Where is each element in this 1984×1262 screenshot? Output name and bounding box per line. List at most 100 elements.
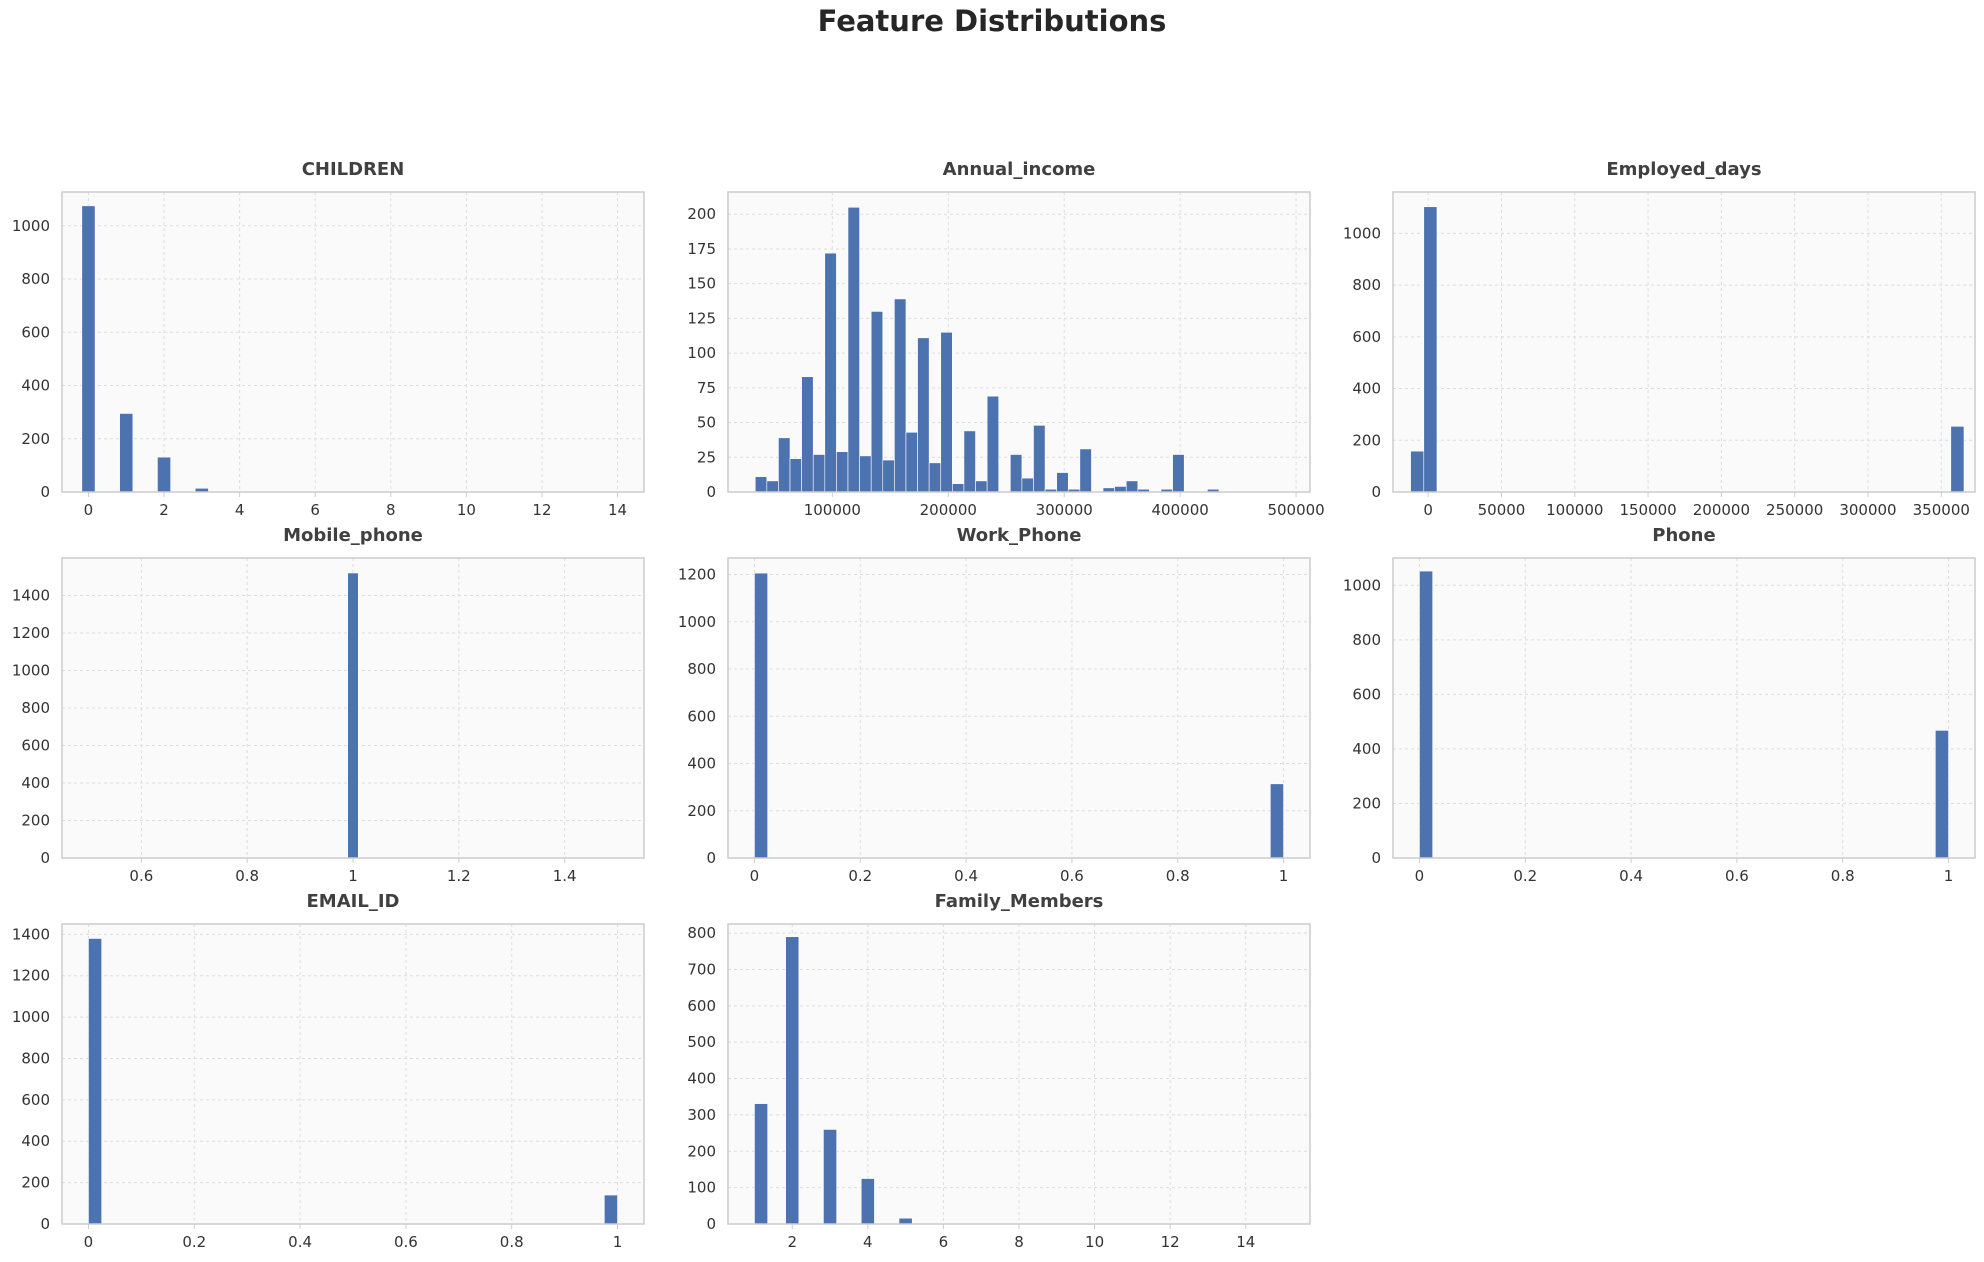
histogram-bar	[1079, 448, 1092, 493]
grid	[1393, 192, 1975, 493]
x-tick-label: 0	[750, 867, 760, 885]
x-tick-label: 300000	[1839, 501, 1896, 519]
x-tick-label: 1	[613, 1233, 623, 1251]
chart-panel-phone: Phone 0 0.2 0.4 0.6 0.8 1 0 200 400 600 800 1000	[1343, 525, 1976, 885]
y-tick-label: 300	[687, 1106, 716, 1124]
y-tick-label: 1400	[12, 587, 50, 605]
y-tick-label: 600	[21, 737, 50, 755]
y-tick-label: 800	[1352, 631, 1381, 649]
x-tick-label: 0.4	[1619, 867, 1643, 885]
x-tick-label: 4	[235, 501, 245, 519]
y-tick-label: 1000	[1343, 576, 1381, 594]
x-tick-label: 0.6	[1725, 867, 1749, 885]
x-tick-label: 500000	[1267, 501, 1324, 519]
y-tick-label: 400	[1352, 740, 1381, 758]
x-tick-label: 2	[787, 1233, 797, 1251]
chart-panel-annual-income: Annual_income 100000 200000 300000 400000 50…	[687, 159, 1324, 519]
x-tick-label: 1	[348, 867, 358, 885]
chart-panel-work-phone: Work_Phone 0 0.2 0.4 0.6 0.8 1 0 200 400 600 800 10…	[678, 525, 1311, 885]
y-tick-label: 0	[40, 483, 50, 501]
x-tick-label: 0	[84, 501, 94, 519]
y-tick-label: 600	[687, 707, 716, 725]
plot-area	[728, 192, 1310, 492]
y-tick-label: 800	[21, 1049, 50, 1067]
chart-panel-mobile-phone: Mobile_phone 0.6 0.8 1 1.2 1.4 0 200 400 600 800 1…	[12, 525, 645, 885]
histogram-bar	[847, 206, 860, 493]
y-tick-label: 1000	[678, 613, 716, 631]
panel-title: Annual_income	[942, 159, 1096, 180]
histogram-plot: 0 0.2 0.4 0.6 0.8 1 0 200 400 600 800 1000 1200 1400	[12, 923, 645, 1251]
plot-area	[1393, 558, 1975, 858]
y-tick-label: 1000	[12, 217, 50, 235]
histogram-bar	[928, 462, 942, 493]
y-tick-label: 800	[1352, 276, 1381, 294]
chart-panel-children: CHILDREN 0 2 4 6 8 10 12 14 0 200 400 600 800 1000	[12, 159, 645, 519]
histogram-plot: 2 4 6 8 10 12 14 0 100 200 300 400 500 600 700 800	[687, 923, 1311, 1251]
y-tick-label: 0	[1371, 849, 1381, 867]
y-tick-label: 100	[687, 344, 716, 362]
x-tick-label: 100000	[804, 501, 861, 519]
y-tick-label: 100	[687, 1179, 716, 1197]
histogram-bar	[1010, 454, 1023, 493]
axes-frame	[727, 557, 1311, 859]
x-tick-label: 50000	[1478, 501, 1526, 519]
y-tick-label: 400	[21, 1132, 50, 1150]
y-tick-label: 125	[687, 309, 716, 327]
histogram-bar	[952, 483, 965, 493]
y-tick-label: 600	[687, 997, 716, 1015]
x-tick-label: 0.8	[500, 1233, 524, 1251]
axes-frame	[61, 923, 645, 1225]
x-tick-label: 0.6	[1060, 867, 1084, 885]
x-tick-label: 0	[1415, 867, 1425, 885]
histogram-bar	[824, 252, 837, 493]
y-tick-label: 400	[21, 377, 50, 395]
y-tick-label: 1000	[1343, 224, 1381, 242]
x-tick-label: 0.8	[235, 867, 259, 885]
panel-title: Employed_days	[1606, 159, 1762, 180]
x-tick-label: 1	[1944, 867, 1954, 885]
x-tick-label: 250000	[1766, 501, 1823, 519]
x-tick-label: 0.6	[129, 867, 153, 885]
y-tick-label: 600	[1352, 328, 1381, 346]
y-tick-label: 1000	[12, 662, 50, 680]
x-tick-label: 10	[457, 501, 476, 519]
histogram-bar	[119, 413, 134, 493]
histogram-bar	[1419, 570, 1433, 859]
y-tick-label: 600	[21, 323, 50, 341]
grid	[728, 558, 1310, 859]
histogram-bar	[88, 938, 102, 1225]
x-tick-label: 12	[532, 501, 551, 519]
x-tick-label: 150000	[1619, 501, 1676, 519]
histogram-bar	[986, 395, 1000, 493]
y-tick-label: 200	[1352, 794, 1381, 812]
y-tick-label: 200	[1352, 431, 1381, 449]
x-tick-label: 2	[159, 501, 169, 519]
x-tick-label: 350000	[1913, 501, 1970, 519]
histogram-bar	[963, 430, 976, 493]
y-tick-label: 800	[687, 924, 716, 942]
y-tick-label: 1400	[12, 925, 50, 943]
histogram-bar	[812, 454, 826, 493]
histogram-bar	[347, 572, 359, 859]
y-tick-label: 600	[1352, 685, 1381, 703]
y-tick-label: 200	[687, 802, 716, 820]
histogram-bar	[1950, 426, 1965, 493]
histogram-plot: 0.6 0.8 1 1.2 1.4 0 200 400 600 800 1000 1200 1400	[12, 557, 645, 885]
histogram-bar	[81, 205, 96, 493]
y-tick-label: 400	[687, 1070, 716, 1088]
x-tick-label: 400000	[1152, 501, 1209, 519]
panel-title: CHILDREN	[301, 159, 405, 180]
histogram-bar	[898, 1217, 913, 1225]
chart-panel-employed-days: Employed_days 0 50000 100000 150000 200000 25…	[1343, 159, 1976, 519]
x-tick-label: 12	[1161, 1233, 1180, 1251]
histogram-bar	[785, 936, 800, 1225]
histogram-bar	[882, 459, 895, 493]
panel-title: Phone	[1652, 525, 1716, 546]
x-tick-label: 14	[608, 501, 627, 519]
histogram-plot: 0 0.2 0.4 0.6 0.8 1 0 200 400 600 800 1000	[1343, 557, 1976, 885]
histogram-bar	[1423, 206, 1438, 493]
y-tick-label: 700	[687, 960, 716, 978]
histogram-bar	[917, 337, 930, 493]
x-tick-label: 0.4	[288, 1233, 312, 1251]
plot-area	[728, 558, 1310, 858]
